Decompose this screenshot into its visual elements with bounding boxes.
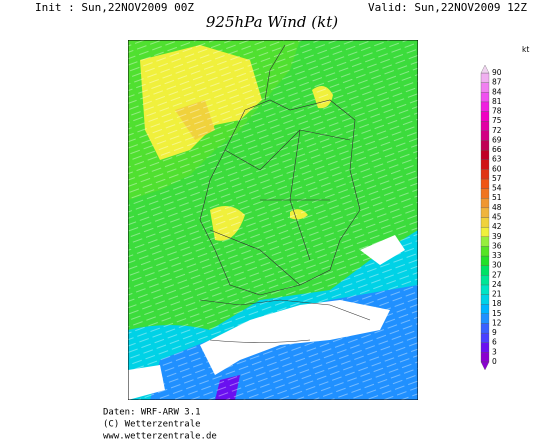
colorbar-segment <box>480 140 490 151</box>
colorbar: 0369121518212427303336394245485154576063… <box>480 64 502 371</box>
colorbar-segment <box>480 111 490 122</box>
colorbar-segment <box>480 342 490 353</box>
map <box>128 40 418 400</box>
colorbar-segment <box>480 188 490 199</box>
colorbar-label: 60 <box>492 164 502 173</box>
colorbar-label: 9 <box>492 328 497 337</box>
colorbar-segment <box>480 332 490 343</box>
valid-time: Valid: Sun,22NOV2009 12Z <box>368 1 527 14</box>
colorbar-segment <box>480 275 490 286</box>
colorbar-segment <box>480 323 490 334</box>
colorbar-label: 27 <box>492 270 502 279</box>
colorbar-label: 90 <box>492 68 502 77</box>
footer-line: (C) Wetterzentrale <box>103 420 201 430</box>
colorbar-label: 15 <box>492 309 502 318</box>
colorbar-segment <box>480 207 490 218</box>
colorbar-segment <box>480 121 490 131</box>
colorbar-label: 81 <box>492 97 502 106</box>
colorbar-label: 75 <box>492 116 502 125</box>
state-borders <box>209 44 351 286</box>
colorbar-label: 30 <box>492 261 502 270</box>
colorbar-label: 39 <box>492 232 502 241</box>
colorbar-segment <box>480 92 490 103</box>
colorbar-segment <box>480 304 490 314</box>
colorbar-unit: kt <box>522 45 529 54</box>
colorbar-segment <box>480 246 490 257</box>
colorbar-segment <box>480 82 490 93</box>
colorbar-label: 63 <box>492 155 502 164</box>
colorbar-segment <box>480 198 490 209</box>
colorbar-segment <box>480 178 490 189</box>
colorbar-label: 33 <box>492 251 502 260</box>
colorbar-segment <box>480 149 490 160</box>
colorbar-segment <box>480 236 490 247</box>
colorbar-segment <box>480 169 490 180</box>
colorbar-label: 78 <box>492 107 502 116</box>
colorbar-label: 21 <box>492 290 502 299</box>
colorbar-label: 24 <box>492 280 502 289</box>
colorbar-label: 72 <box>492 126 502 135</box>
colorbar-segment <box>480 72 490 83</box>
wind-streamlines <box>128 40 418 400</box>
footer-line: www.wetterzentrale.de <box>103 432 217 440</box>
colorbar-label: 51 <box>492 193 502 202</box>
footer-line: Daten: WRF-ARW 3.1 <box>103 408 201 418</box>
colorbar-segment <box>480 226 490 237</box>
colorbar-label: 45 <box>492 213 502 222</box>
colorbar-segment <box>480 265 490 276</box>
init-time: Init : Sun,22NOV2009 00Z <box>35 1 194 14</box>
country-border <box>199 99 361 296</box>
colorbar-label: 69 <box>492 135 502 144</box>
colorbar-label: 36 <box>492 241 502 250</box>
colorbar-segment <box>480 313 490 324</box>
colorbar-label: 42 <box>492 222 502 231</box>
colorbar-cap <box>480 64 490 74</box>
colorbar-segment <box>480 284 490 295</box>
colorbar-segment <box>480 352 490 363</box>
colorbar-label: 84 <box>492 87 502 96</box>
colorbar-label: 18 <box>492 299 502 308</box>
colorbar-label: 57 <box>492 174 502 183</box>
colorbar-segment <box>480 217 490 228</box>
colorbar-label: 12 <box>492 318 502 327</box>
colorbar-label: 66 <box>492 145 502 154</box>
colorbar-label: 54 <box>492 184 502 193</box>
map-title: 925hPa Wind (kt) <box>206 13 338 31</box>
colorbar-label: 3 <box>492 347 497 356</box>
colorbar-segment <box>480 101 490 112</box>
colorbar-segment <box>480 130 490 141</box>
colorbar-label: 48 <box>492 203 502 212</box>
colorbar-segment <box>480 159 490 170</box>
colorbar-label: 6 <box>492 338 497 347</box>
colorbar-label: 0 <box>492 357 497 366</box>
colorbar-label: 87 <box>492 78 502 87</box>
country-border <box>199 299 371 343</box>
colorbar-segment <box>480 294 490 305</box>
colorbar-segment <box>480 255 490 266</box>
colorbar-cap <box>480 361 490 371</box>
